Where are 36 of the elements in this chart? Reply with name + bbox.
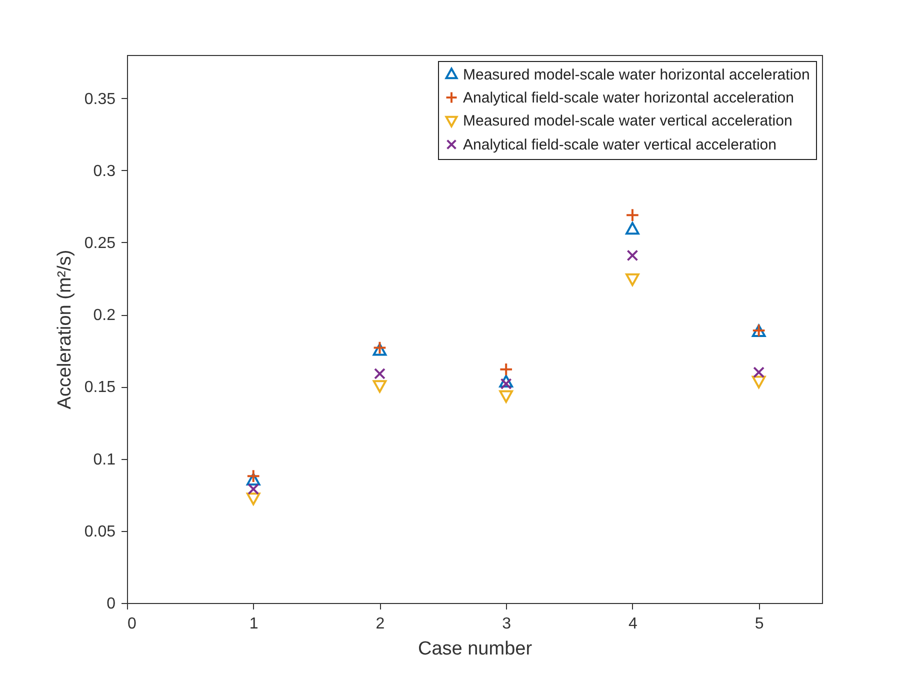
y-axis-title: Acceleration (m²/s) [54, 250, 76, 410]
x-tick-label: 0 [128, 616, 136, 632]
legend-label: Measured model-scale water vertical acceleration [463, 112, 792, 130]
legend-label: Measured model-scale water horizontal acceleration [463, 66, 810, 84]
point [752, 376, 766, 388]
point [372, 380, 387, 393]
x-axis-title: Case number [418, 638, 533, 660]
legend-label: Analytical field-scale water vertical acceleration [463, 136, 776, 154]
point [372, 343, 387, 356]
point [246, 472, 260, 486]
point [248, 483, 260, 495]
point [246, 469, 260, 484]
legend-label: Analytical field-scale water horizontal acceleration [463, 90, 794, 106]
y-tick-label: 0.2 [93, 307, 116, 324]
point [499, 390, 514, 403]
y-tick-label: 0.3 [93, 162, 116, 180]
point [499, 374, 514, 388]
point [499, 362, 514, 376]
y-tick-label: 0 [106, 596, 116, 612]
point [626, 250, 638, 262]
x-tick-label: 4 [628, 616, 638, 632]
point [626, 273, 640, 286]
y-tick-label: 0.15 [84, 379, 116, 396]
point [374, 368, 386, 380]
x-tick-label: 5 [754, 616, 764, 632]
y-tick-label: 0.35 [84, 90, 116, 108]
y-tick-label: 0.1 [93, 451, 116, 468]
y-tick-label: 0.05 [84, 523, 116, 540]
x-tick-label: 1 [249, 616, 258, 632]
point [626, 208, 640, 222]
x-tick-label: 3 [502, 616, 512, 632]
x-tick-label: 2 [376, 616, 385, 632]
point [246, 492, 260, 506]
y-tick-label: 0.25 [84, 234, 116, 252]
point [753, 366, 765, 378]
point [626, 222, 640, 235]
